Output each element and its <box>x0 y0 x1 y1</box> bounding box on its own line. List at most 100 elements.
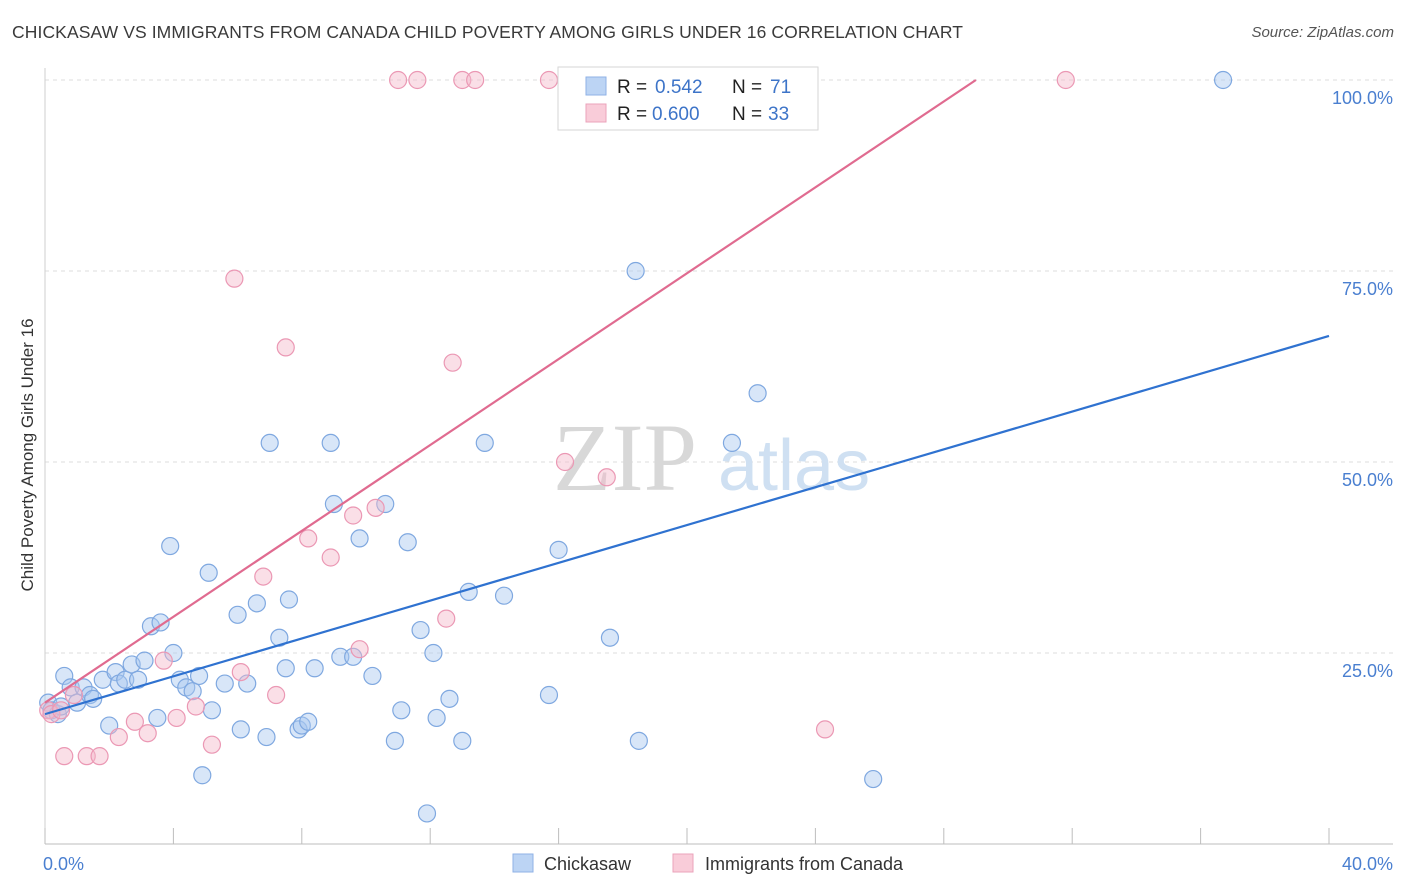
axes <box>44 68 1393 845</box>
canada-point-22 <box>350 640 369 659</box>
canada-point-25 <box>408 70 427 90</box>
chickasaw-point-71 <box>1213 70 1233 90</box>
chickasaw-point-56 <box>424 643 443 663</box>
chickasaw-point-70 <box>864 769 883 789</box>
grid-lines <box>45 79 1393 654</box>
canada-point-10 <box>154 651 173 670</box>
y-tick-labels: 25.0% 50.0% 75.0% 100.0% <box>1332 88 1393 681</box>
legend-r-label-2: R = <box>617 104 647 125</box>
y-tick-label-1: 50.0% <box>1342 470 1393 490</box>
bottom-legend-swatch-canada <box>672 853 694 873</box>
trend-lines <box>44 79 1330 716</box>
bottom-legend-label-canada: Immigrants from Canada <box>705 854 904 874</box>
chickasaw-point-22 <box>164 643 183 663</box>
trend-line-0 <box>44 334 1330 716</box>
legend-n-label-1: N = <box>732 77 762 98</box>
chickasaw-point-44 <box>321 433 340 452</box>
y-tick-label-0: 25.0% <box>1342 661 1393 681</box>
watermark-zip: ZIP <box>553 404 697 511</box>
chickasaw-point-55 <box>417 804 437 823</box>
chickasaw-point-33 <box>238 674 257 693</box>
legend-r-value-2: 0.600 <box>652 104 700 125</box>
canada-point-32 <box>597 468 616 487</box>
chickasaw-points <box>39 70 1233 823</box>
chickasaw-point-4 <box>55 666 74 686</box>
chickasaw-point-68 <box>722 433 742 452</box>
canada-point-34 <box>1056 70 1075 90</box>
canada-point-13 <box>202 735 222 754</box>
legend-swatch-chickasaw <box>585 76 607 96</box>
chickasaw-point-47 <box>344 647 363 666</box>
chickasaw-point-14 <box>116 670 135 689</box>
chickasaw-point-31 <box>228 605 247 624</box>
canada-point-29 <box>466 70 485 90</box>
canada-point-28 <box>453 70 472 90</box>
chickasaw-point-26 <box>189 666 209 686</box>
canada-point-19 <box>299 529 318 548</box>
canada-point-16 <box>254 567 273 586</box>
chickasaw-point-53 <box>398 533 417 552</box>
x-tick-label-1: 40.0% <box>1342 854 1393 874</box>
chickasaw-point-52 <box>392 701 411 720</box>
chickasaw-point-54 <box>411 620 430 640</box>
chickasaw-point-43 <box>305 659 324 678</box>
chickasaw-point-49 <box>363 666 382 686</box>
canada-point-30 <box>539 70 559 90</box>
legend-r-value-1: 0.542 <box>655 77 703 98</box>
bottom-legend: Chickasaw Immigrants from Canada <box>512 853 904 874</box>
chickasaw-point-21 <box>161 536 180 556</box>
canada-point-8 <box>125 712 144 731</box>
canada-point-18 <box>276 338 295 357</box>
chickasaw-point-58 <box>440 689 459 708</box>
canada-point-4 <box>64 685 83 705</box>
chickasaw-point-42 <box>299 712 318 731</box>
chickasaw-point-64 <box>549 540 568 559</box>
chickasaw-point-32 <box>231 720 250 739</box>
chickasaw-point-65 <box>600 628 620 647</box>
source-label: Source: ZipAtlas.com <box>1251 24 1394 41</box>
chickasaw-point-61 <box>475 433 494 452</box>
legend-n-value-2: 33 <box>768 104 789 125</box>
chickasaw-point-39 <box>279 590 299 609</box>
canada-point-23 <box>366 498 385 517</box>
x-tick-label-0: 0.0% <box>43 854 84 874</box>
legend-n-label-2: N = <box>732 104 762 125</box>
chickasaw-point-67 <box>629 731 648 750</box>
canada-point-21 <box>344 506 363 525</box>
trend-line-1 <box>44 79 977 704</box>
chickasaw-point-25 <box>183 682 202 701</box>
chickasaw-point-30 <box>215 674 234 693</box>
x-tick-labels: 0.0% 40.0% <box>43 854 1393 874</box>
chickasaw-point-63 <box>539 685 559 705</box>
chickasaw-point-59 <box>453 731 472 750</box>
chickasaw-point-36 <box>260 433 279 452</box>
chickasaw-point-48 <box>350 529 369 548</box>
chart-title: CHICKASAW VS IMMIGRANTS FROM CANADA CHIL… <box>12 22 964 42</box>
canada-points <box>39 70 1075 766</box>
canada-point-27 <box>443 353 462 372</box>
chickasaw-point-51 <box>385 731 404 750</box>
bottom-legend-swatch-chickasaw <box>512 853 534 873</box>
chickasaw-point-20 <box>151 613 170 632</box>
y-tick-label-3: 100.0% <box>1332 88 1393 108</box>
chickasaw-point-34 <box>247 594 266 613</box>
chickasaw-point-66 <box>626 261 645 281</box>
canada-point-20 <box>321 548 340 567</box>
chickasaw-point-29 <box>202 701 222 720</box>
canada-point-11 <box>167 708 186 728</box>
legend-r-label-1: R = <box>617 77 647 98</box>
chickasaw-point-38 <box>276 659 295 678</box>
canada-point-6 <box>90 747 109 766</box>
chickasaw-point-62 <box>494 586 514 605</box>
chickasaw-point-69 <box>748 384 767 403</box>
y-tick-label-2: 75.0% <box>1342 279 1393 299</box>
chickasaw-point-17 <box>135 651 154 670</box>
canada-point-14 <box>225 269 244 288</box>
canada-point-15 <box>231 662 250 682</box>
bottom-legend-label-chickasaw: Chickasaw <box>544 854 632 874</box>
chickasaw-point-27 <box>193 766 212 785</box>
canada-point-31 <box>555 452 575 472</box>
legend-n-value-1: 71 <box>770 77 791 98</box>
legend-swatch-canada <box>585 103 607 123</box>
